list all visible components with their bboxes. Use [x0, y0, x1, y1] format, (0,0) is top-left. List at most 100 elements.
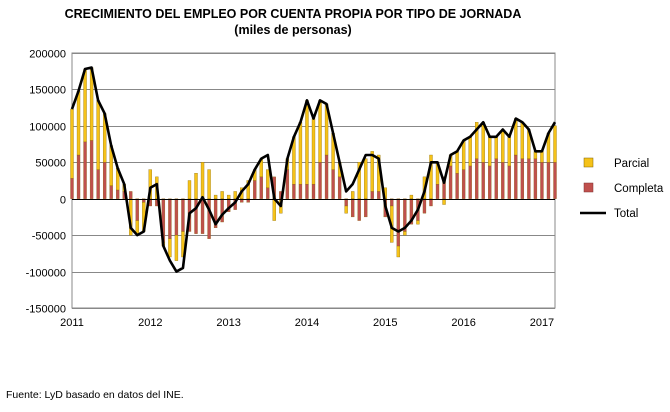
bar-completa [181, 198, 185, 232]
y-tick-label: 100000 [29, 122, 66, 134]
bar-completa [305, 183, 309, 199]
bar-parcial [246, 180, 250, 199]
bar-completa [324, 154, 329, 199]
x-tick-label: 2012 [138, 317, 162, 329]
bar-parcial [272, 198, 276, 221]
bar-completa [292, 183, 296, 199]
bar-completa [109, 185, 113, 199]
bar-completa [259, 176, 263, 199]
bar-parcial [174, 234, 179, 261]
bar-parcial [488, 136, 492, 167]
bar-completa [435, 183, 440, 199]
y-tick-label: 200000 [29, 49, 66, 61]
bar-parcial [455, 151, 459, 174]
bar-parcial [364, 158, 368, 199]
bar-parcial [200, 162, 205, 199]
legend-label-completa: Completa [614, 183, 664, 195]
bar-parcial [318, 100, 322, 163]
bar-parcial [351, 191, 355, 199]
bar-parcial [213, 194, 218, 199]
bar-parcial [266, 169, 270, 188]
bar-completa [318, 162, 322, 199]
bar-parcial [520, 122, 525, 159]
bar-parcial [442, 198, 446, 205]
bar-parcial [396, 245, 401, 258]
bar-parcial [501, 129, 505, 163]
bar-parcial [409, 194, 414, 199]
bar-parcial [475, 122, 479, 159]
bar-completa [351, 198, 355, 218]
bar-completa [533, 158, 538, 199]
bar-completa [298, 183, 303, 199]
bar-parcial [416, 220, 420, 225]
bar-completa [207, 198, 211, 239]
bar-parcial [83, 68, 87, 143]
bar-completa [527, 158, 531, 199]
y-tick-label: 50000 [35, 158, 66, 170]
bar-completa [116, 189, 120, 199]
x-tick-label: 2015 [373, 317, 397, 329]
bar-completa [253, 180, 257, 199]
bar-parcial [553, 125, 557, 163]
bar-parcial [207, 169, 211, 199]
y-tick-label: -150000 [26, 304, 66, 316]
bar-completa [481, 162, 485, 199]
y-tick-label: 0 [60, 195, 66, 207]
y-tick-label: -100000 [26, 268, 66, 280]
bar-parcial [233, 191, 237, 199]
bar-completa [331, 169, 335, 199]
bar-completa [448, 165, 453, 199]
bar-parcial [468, 136, 472, 167]
bar-parcial [507, 136, 511, 167]
legend-swatch-completa [583, 182, 594, 193]
bar-parcial [148, 169, 152, 199]
bar-completa [553, 162, 557, 199]
y-tick-label: -50000 [32, 231, 66, 243]
source-note: Fuente: LyD basado en datos del INE. [6, 389, 184, 401]
bar-parcial [96, 100, 100, 170]
bar-completa [488, 165, 492, 199]
bar-parcial [298, 122, 303, 185]
x-tick-label: 2013 [216, 317, 240, 329]
chart-title: CRECIMIENTO DEL EMPLEO POR CUENTA PROPIA… [64, 7, 522, 21]
bar-parcial [403, 231, 407, 236]
bar-completa [129, 191, 133, 199]
bar-completa [396, 198, 401, 247]
bar-completa [174, 198, 179, 236]
bar-completa [507, 165, 511, 199]
bar-parcial [187, 180, 192, 199]
bar-parcial [494, 136, 498, 159]
bar-completa [370, 191, 374, 199]
bar-parcial [429, 154, 433, 199]
legend-label-parcial: Parcial [614, 158, 649, 170]
bar-parcial [344, 205, 348, 214]
legend-swatch-parcial [583, 157, 594, 168]
x-tick-label: 2011 [60, 317, 84, 329]
chart-subtitle: (miles de personas) [234, 23, 352, 37]
bar-completa [266, 187, 270, 199]
bar-completa [337, 176, 342, 199]
x-tick-label: 2017 [530, 317, 554, 329]
bar-completa [311, 183, 316, 199]
bar-parcial [76, 90, 81, 156]
bar-completa [455, 173, 459, 199]
x-tick-label: 2014 [295, 317, 319, 329]
bar-completa [468, 165, 472, 199]
bar-completa [70, 178, 74, 199]
bar-completa [89, 140, 94, 199]
bar-completa [546, 162, 551, 199]
bar-parcial [540, 151, 544, 163]
bar-completa [357, 198, 361, 221]
bar-completa [83, 141, 87, 199]
bar-parcial [370, 151, 374, 192]
bar-parcial [226, 194, 231, 199]
bar-completa [501, 162, 505, 199]
bar-completa [461, 169, 466, 199]
bar-parcial [311, 118, 316, 185]
bar-completa [135, 198, 139, 221]
bar-completa [168, 198, 172, 239]
bar-completa [475, 158, 479, 199]
bar-completa [540, 162, 544, 199]
legend-label-total: Total [614, 208, 638, 220]
